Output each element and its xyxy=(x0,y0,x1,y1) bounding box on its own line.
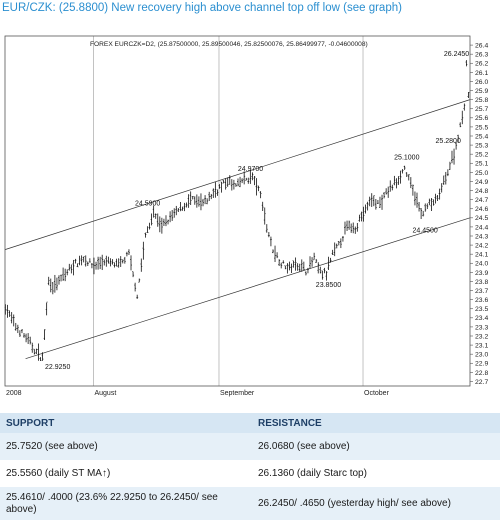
y-tick-label: 23.0 xyxy=(475,352,488,359)
y-tick-label: 23.1 xyxy=(475,342,488,349)
support-cell: 25.5560 (daily ST MA↑) xyxy=(0,460,252,487)
y-tick-label: 23.3 xyxy=(475,324,488,331)
resistance-cell: 26.2450/ .4650 (yesterday high/ see abov… xyxy=(252,487,500,520)
price-annotation: 24.5900 xyxy=(135,201,160,208)
chart-title: FOREX EURCZK=D2, (25.87500000, 25.895000… xyxy=(90,41,368,48)
y-tick-label: 25.5 xyxy=(475,124,488,131)
price-annotation: 26.2450 xyxy=(444,51,469,58)
resistance-header: RESISTANCE xyxy=(252,413,500,433)
y-tick-label: 24.2 xyxy=(475,242,488,249)
annotations: 22.9250 24.5900 24.9700 23.8500 24.4500 25.10… xyxy=(45,51,469,371)
y-tick-label: 24.7 xyxy=(475,197,488,204)
y-tick-label: 26.2 xyxy=(475,61,488,68)
y-tick-label: 26.1 xyxy=(475,70,488,77)
price-annotation: 25.2800 xyxy=(436,138,461,145)
y-tick-label: 24.8 xyxy=(475,188,488,195)
channel-line xyxy=(4,99,471,250)
y-tick-label: 24.3 xyxy=(475,233,488,240)
y-tick-label: 24.4 xyxy=(475,224,488,231)
support-cell: 25.4610/ .4000 (23.6% 22.9250 to 26.2450… xyxy=(0,487,252,520)
y-tick-label: 22.8 xyxy=(475,370,488,377)
grid xyxy=(93,36,364,386)
y-tick-label: 25.1 xyxy=(475,161,488,168)
y-tick-label: 22.9 xyxy=(475,361,488,368)
levels-table: SUPPORT RESISTANCE 25.7520 (see above) 2… xyxy=(0,413,500,520)
y-tick-label: 22.7 xyxy=(475,379,488,386)
channel-line xyxy=(25,217,471,360)
resistance-cell: 26.0680 (see above) xyxy=(252,433,500,460)
y-tick-label: 24.5 xyxy=(475,215,488,222)
support-cell: 25.7520 (see above) xyxy=(0,433,252,460)
y-tick-label: 24.9 xyxy=(475,179,488,186)
plot-frame xyxy=(4,35,471,387)
table-row: 25.5560 (daily ST MA↑) 26.1360 (daily St… xyxy=(0,460,500,487)
y-tick-label: 25.8 xyxy=(475,97,488,104)
y-axis: 22.7 22.8 22.9 23.0 23.1 23.2 23.3 23.4 23.5 23.6… xyxy=(470,42,488,386)
y-tick-label: 24.1 xyxy=(475,252,488,259)
y-tick-label: 25.0 xyxy=(475,170,488,177)
headline: EUR/CZK: (25.8800) New recovery high abo… xyxy=(2,2,402,14)
resistance-cell: 26.1360 (daily Starc top) xyxy=(252,460,500,487)
price-chart: 22.9250 24.5900 24.9700 23.8500 24.4500 25.10… xyxy=(0,30,500,400)
y-tick-label: 25.4 xyxy=(475,133,488,140)
y-tick-label: 26.3 xyxy=(475,52,488,59)
y-tick-label: 23.8 xyxy=(475,279,488,286)
x-tick-label: 2008 xyxy=(6,390,22,397)
y-tick-label: 25.3 xyxy=(475,142,488,149)
x-axis: 2008 August September October xyxy=(6,390,390,397)
y-tick-label: 23.7 xyxy=(475,288,488,295)
y-tick-label: 25.9 xyxy=(475,88,488,95)
x-tick-label: September xyxy=(220,390,255,397)
y-tick-label: 23.6 xyxy=(475,297,488,304)
price-annotation: 24.9700 xyxy=(238,166,263,173)
price-annotation: 23.8500 xyxy=(316,282,341,289)
y-tick-label: 25.2 xyxy=(475,152,488,159)
price-annotation: 25.1000 xyxy=(394,154,419,161)
y-tick-label: 26.0 xyxy=(475,79,488,86)
table-row: 25.4610/ .4000 (23.6% 22.9250 to 26.2450… xyxy=(0,487,500,520)
y-tick-label: 23.4 xyxy=(475,315,488,322)
chart-svg: 22.9250 24.5900 24.9700 23.8500 24.4500 25.10… xyxy=(4,35,488,397)
price-annotation: 24.4500 xyxy=(413,227,438,234)
y-tick-label: 25.7 xyxy=(475,106,488,113)
x-tick-label: August xyxy=(94,390,116,397)
y-tick-label: 23.5 xyxy=(475,306,488,313)
y-tick-label: 24.6 xyxy=(475,206,488,213)
y-tick-label: 25.6 xyxy=(475,115,488,122)
y-tick-label: 23.2 xyxy=(475,333,488,340)
channel-lines xyxy=(4,99,471,360)
y-tick-label: 26.4 xyxy=(475,42,488,49)
price-annotation: 22.9250 xyxy=(45,364,70,371)
y-tick-label: 24.0 xyxy=(475,261,488,268)
price-series xyxy=(4,60,470,361)
x-tick-label: October xyxy=(364,390,390,397)
y-tick-label: 23.9 xyxy=(475,270,488,277)
support-header: SUPPORT xyxy=(0,413,252,433)
table-row: 25.7520 (see above) 26.0680 (see above) xyxy=(0,433,500,460)
